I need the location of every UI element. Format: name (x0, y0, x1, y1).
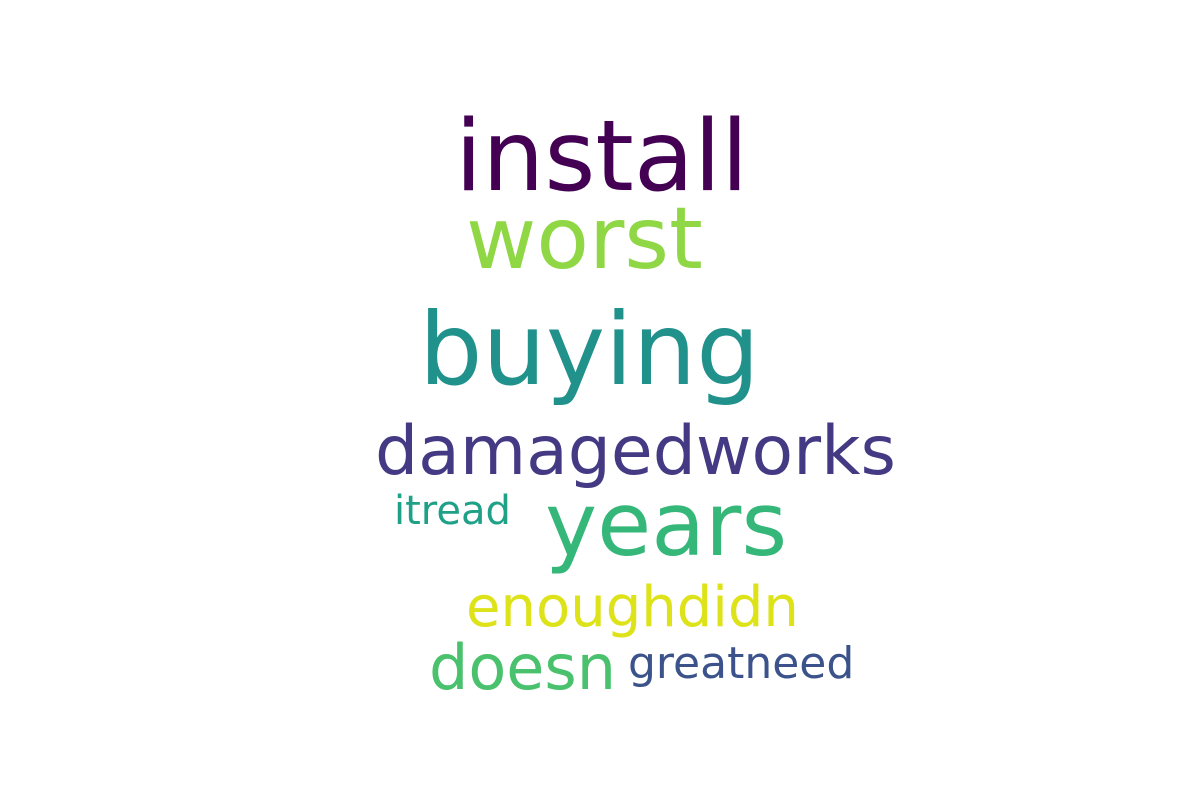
word-enoughdidn: enoughdidn (466, 575, 799, 640)
word-years: years (545, 473, 788, 576)
word-buying: buying (419, 291, 760, 408)
word-install: install (455, 100, 749, 214)
word-greatneed: greatneed (628, 638, 855, 689)
word-itread: itread (394, 488, 511, 534)
word-damagedworks: damagedworks (375, 412, 896, 491)
word-doesn: doesn (429, 631, 617, 704)
word-worst: worst (466, 189, 703, 289)
